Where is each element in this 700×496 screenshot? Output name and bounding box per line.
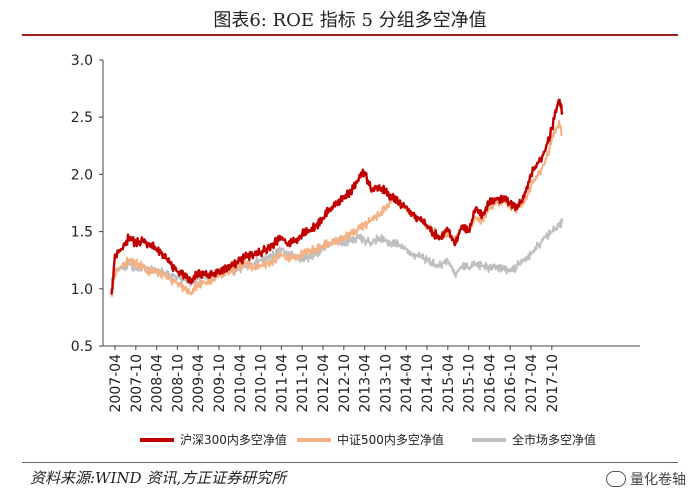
watermark: 量化卷轴 <box>606 469 686 489</box>
legend-label-zz500: 中证500内多空净值 <box>337 432 444 447</box>
x-tick-label: 2012-04 <box>316 354 332 413</box>
x-tick-label: 2014-04 <box>399 354 415 413</box>
x-tick-label: 2013-04 <box>358 354 374 413</box>
x-tick-label: 2015-10 <box>462 354 478 413</box>
series-line-hs300 <box>110 98 564 295</box>
x-tick-label: 2008-04 <box>150 354 166 413</box>
x-tick-label: 2008-10 <box>170 354 186 413</box>
y-tick-label: 1.5 <box>71 225 93 241</box>
series-line-zz500 <box>110 120 563 298</box>
title-rule <box>22 34 678 36</box>
y-tick-label: 2.5 <box>71 110 93 126</box>
source-note: 资料来源:WIND 资讯,方正证券研究所 <box>30 469 287 487</box>
y-tick-label: 0.5 <box>71 339 93 355</box>
x-tick-label: 2017-04 <box>524 354 540 413</box>
x-tick-label: 2009-10 <box>212 354 228 413</box>
chart-legend: 沪深300内多空净值 中证500内多空净值 全市场多空净值 <box>140 432 596 447</box>
x-tick-label: 2015-04 <box>441 354 457 413</box>
x-tick-label: 2016-10 <box>503 354 519 413</box>
watermark-text: 量化卷轴 <box>630 472 686 488</box>
x-tick-label: 2014-10 <box>420 354 436 413</box>
x-tick-label: 2013-10 <box>378 354 394 413</box>
x-tick-label: 2010-10 <box>254 354 270 413</box>
x-tick-label: 2017-10 <box>545 354 561 413</box>
legend-label-hs300: 沪深300内多空净值 <box>180 432 287 447</box>
x-tick-label: 2007-04 <box>108 354 124 413</box>
x-tick-label: 2007-10 <box>129 354 145 413</box>
x-tick-label: 2010-04 <box>233 354 249 413</box>
x-tick-label: 2009-04 <box>191 354 207 413</box>
x-tick-label: 2016-04 <box>482 354 498 413</box>
y-tick-label: 2.0 <box>71 167 93 183</box>
chart-title: 图表6: ROE 指标 5 分组多空净值 <box>213 10 487 31</box>
source-rule <box>22 462 678 463</box>
series-layer <box>110 98 564 298</box>
x-tick-label: 2011-04 <box>274 354 290 413</box>
y-tick-label: 1.0 <box>71 282 93 298</box>
x-tick-label: 2011-10 <box>295 354 311 413</box>
wechat-icon <box>606 471 626 487</box>
y-tick-label: 3.0 <box>71 53 93 69</box>
x-tick-label: 2012-10 <box>337 354 353 413</box>
legend-label-all: 全市场多空净值 <box>512 432 596 447</box>
